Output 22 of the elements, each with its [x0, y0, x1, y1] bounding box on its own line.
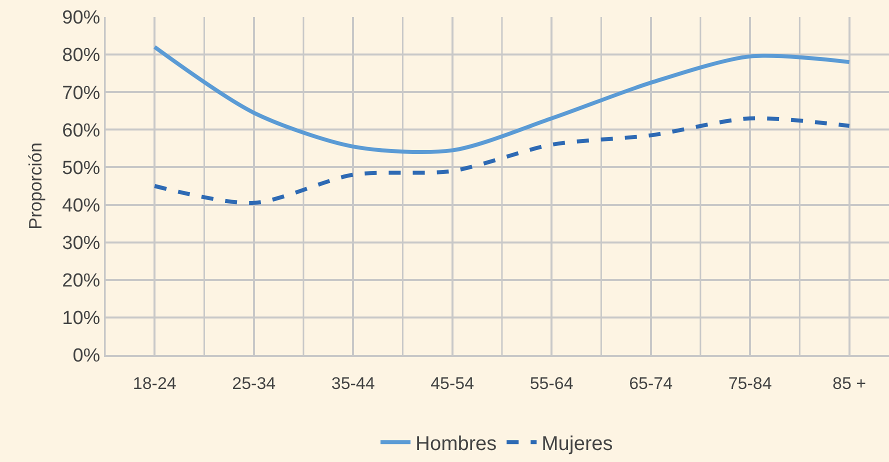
x-tick-label: 45-54 [430, 374, 474, 394]
x-tick-label: 18-24 [132, 374, 176, 394]
x-tick-label: 85 + [832, 374, 866, 394]
y-tick-label: 0% [72, 346, 100, 367]
y-tick-label: 30% [62, 232, 100, 254]
y-tick-label: 40% [62, 195, 100, 216]
y-axis-title: Proporción [25, 142, 46, 230]
x-tick-label: 75-84 [728, 374, 772, 394]
y-tick-label: 80% [62, 45, 100, 66]
y-tick-label: 90% [62, 8, 100, 29]
y-tick-label: 60% [62, 120, 100, 142]
x-tick-label: 55-64 [530, 374, 574, 394]
line-series [152, 116, 852, 205]
x-tick-label: 35-44 [331, 374, 375, 394]
legend-label: Hombres [416, 432, 497, 455]
y-tick-label: 50% [62, 158, 100, 179]
x-tick-label: 65-74 [629, 374, 673, 394]
y-tick-label: 10% [62, 308, 100, 330]
y-tick-label: 70% [62, 82, 100, 104]
legend-label: Mujeres [542, 432, 613, 455]
y-tick-label: 20% [62, 270, 100, 292]
x-tick-label: 25-34 [232, 374, 276, 394]
